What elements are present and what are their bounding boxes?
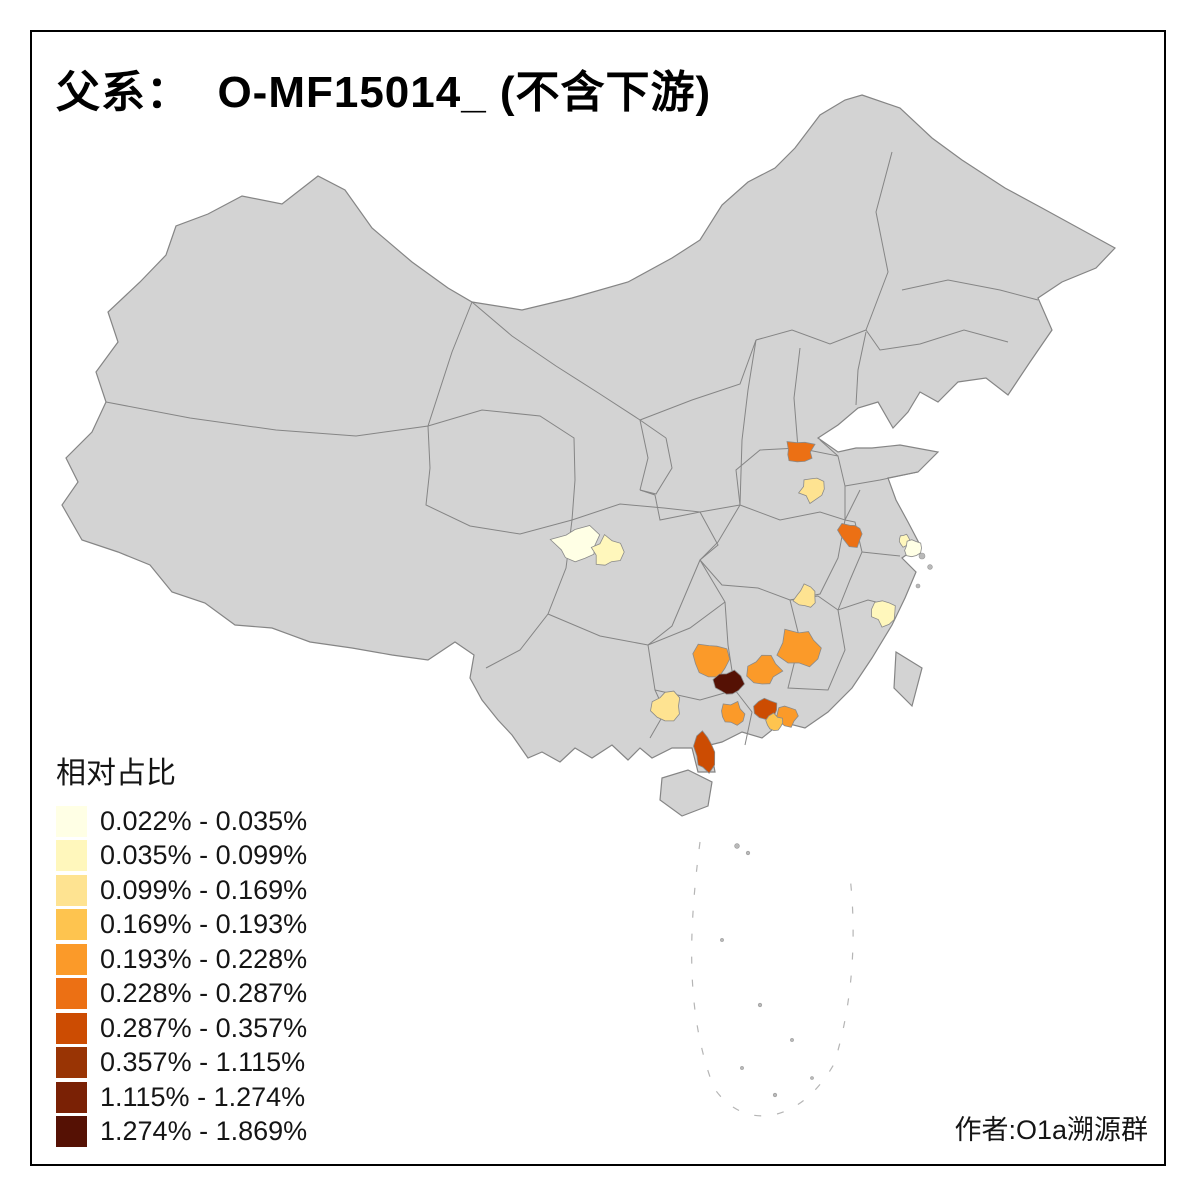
legend: 相对占比 0.022% - 0.035% 0.035% - 0.099% 0.099… <box>56 748 307 1149</box>
zhejiang-coast-region <box>871 600 896 628</box>
legend-swatch-icon <box>56 805 87 837</box>
legend-item: 0.357% - 1.115% <box>56 1046 307 1081</box>
legend-swatch-icon <box>56 1012 87 1044</box>
highlight-regions <box>549 441 922 774</box>
legend-label: 0.357% - 1.115% <box>100 1047 306 1078</box>
legend-title: 相对占比 <box>56 757 176 790</box>
islands <box>659 552 933 817</box>
legend-swatch-icon <box>56 840 87 872</box>
jiangxi-west-region <box>746 654 784 685</box>
legend-swatch-icon <box>56 1047 87 1079</box>
legend-label: 0.193% - 0.228% <box>100 943 308 974</box>
legend-label: 0.035% - 0.099% <box>100 840 308 871</box>
legend-swatch-icon <box>56 1116 87 1148</box>
legend-label: 0.099% - 0.169% <box>100 874 308 905</box>
legend-item: 0.169% - 0.193% <box>56 908 307 943</box>
legend-label: 0.022% - 0.035% <box>100 805 308 836</box>
legend-item: 0.099% - 0.169% <box>56 873 307 908</box>
henan-central-region <box>797 477 825 505</box>
legend-items: 0.022% - 0.035% 0.035% - 0.099% 0.099% - 0… <box>56 804 307 1149</box>
sichuan-west-region <box>549 525 601 563</box>
leizhou-peninsula-region <box>693 730 716 774</box>
shanghai-region <box>904 539 922 558</box>
legend-label: 0.169% - 0.193% <box>100 909 308 940</box>
author-credit: 作者:O1a溯源群 <box>954 1115 1148 1145</box>
legend-item: 0.193% - 0.228% <box>56 942 307 977</box>
guangdong-south-region <box>765 712 784 732</box>
henan-north-region <box>786 441 816 463</box>
mainland-landmass <box>61 94 1116 773</box>
zhoushan-islets <box>918 552 926 560</box>
legend-swatch-icon <box>56 1081 87 1113</box>
guangxi-north-region <box>712 669 745 695</box>
legend-item: 0.228% - 0.287% <box>56 977 307 1012</box>
south-china-sea-marks <box>691 841 854 1117</box>
anhui-north-region <box>837 523 863 548</box>
legend-label: 1.115% - 1.274% <box>100 1081 306 1112</box>
legend-label: 1.274% - 1.869% <box>100 1116 308 1147</box>
legend-swatch-icon <box>56 943 87 975</box>
hubei-southeast-region <box>792 583 816 608</box>
taiwan-island <box>893 650 923 708</box>
legend-label: 0.287% - 0.357% <box>100 1012 308 1043</box>
legend-item: 1.115% - 1.274% <box>56 1080 307 1115</box>
legend-label: 0.228% - 0.287% <box>100 978 308 1009</box>
legend-swatch-icon <box>56 874 87 906</box>
legend-swatch-icon <box>56 978 87 1010</box>
legend-item: 1.274% - 1.869% <box>56 1115 307 1150</box>
guangxi-central-region <box>721 700 746 726</box>
legend-item: 0.022% - 0.035% <box>56 804 307 839</box>
hainan-island <box>659 769 713 817</box>
guizhou-south-region <box>650 690 681 722</box>
page-title: 父系： O-MF15014_ (不含下游) <box>56 68 712 117</box>
province-borders <box>105 151 1039 746</box>
jiangxi-central-region <box>776 628 822 668</box>
legend-swatch-icon <box>56 909 87 941</box>
legend-item: 0.035% - 0.099% <box>56 839 307 874</box>
legend-item: 0.287% - 0.357% <box>56 1011 307 1046</box>
sichuan-central-region <box>590 533 625 566</box>
